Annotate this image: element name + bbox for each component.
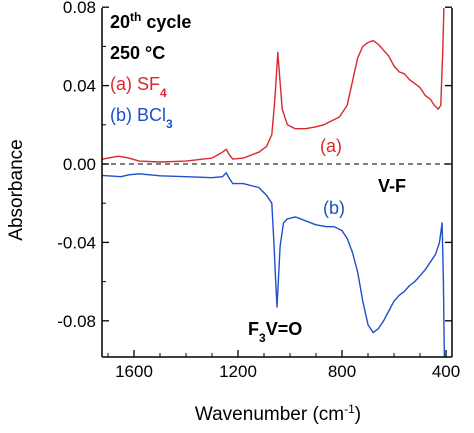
x-tick-label: 1600 bbox=[115, 362, 153, 381]
curve-b-tag: (b) bbox=[323, 198, 345, 218]
x-ticks: 1600 1200 800 400 bbox=[107, 350, 460, 381]
legend-series-b: (b) BCl3 bbox=[110, 105, 173, 131]
series-a-line bbox=[102, 8, 445, 163]
curve-a-tag: (a) bbox=[320, 136, 342, 156]
y-axis-label: Absorbance bbox=[6, 139, 27, 240]
vo-label: F3V=O bbox=[248, 319, 302, 345]
x-tick-label: 1200 bbox=[219, 362, 257, 381]
y-tick-label: -0.08 bbox=[57, 312, 96, 331]
vf-label: V-F bbox=[378, 176, 406, 196]
y-tick-label: 0.08 bbox=[63, 0, 96, 17]
x-tick-label: 400 bbox=[432, 362, 460, 381]
x-axis-label: Wavenumber (cm-1) bbox=[195, 402, 361, 425]
plot-area bbox=[102, 8, 452, 357]
series-b-line bbox=[102, 172, 446, 357]
temperature-annotation: 250 °C bbox=[110, 43, 165, 63]
legend-series-a: (a) SF4 bbox=[110, 74, 167, 100]
y-tick-label: 0.04 bbox=[63, 77, 96, 96]
y-tick-label: 0.00 bbox=[63, 155, 96, 174]
x-tick-label: 800 bbox=[328, 362, 356, 381]
y-tick-label: -0.04 bbox=[57, 233, 96, 252]
cycle-annotation: 20th cycle bbox=[110, 10, 191, 32]
y-ticks: -0.08 -0.04 0.00 0.04 0.08 bbox=[57, 0, 452, 331]
